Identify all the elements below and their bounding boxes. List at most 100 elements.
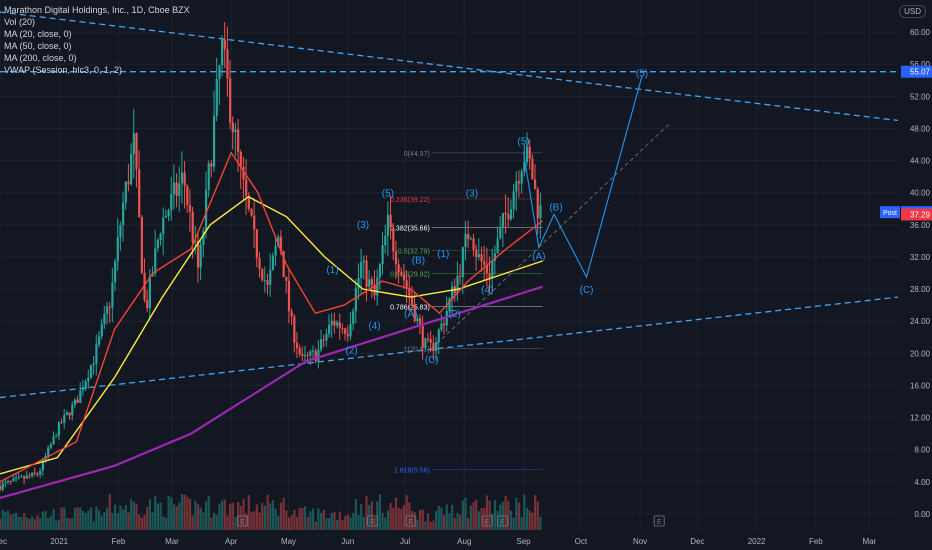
y-tick-label: 60.00 bbox=[910, 28, 931, 37]
volume-bar bbox=[242, 498, 245, 530]
volume-bar bbox=[472, 502, 475, 530]
candle bbox=[536, 188, 539, 219]
candle bbox=[445, 311, 448, 326]
volume-bar bbox=[523, 494, 526, 530]
y-tick-label: 16.00 bbox=[910, 381, 931, 390]
candle bbox=[469, 238, 472, 240]
candle bbox=[440, 323, 443, 330]
candle bbox=[263, 280, 267, 282]
volume-bar bbox=[426, 513, 430, 530]
candle bbox=[65, 412, 69, 416]
wave-label: (A) bbox=[532, 251, 545, 262]
candle bbox=[389, 214, 392, 228]
candle bbox=[499, 227, 502, 239]
time-axis[interactable]: Dec 2021 Feb Mar Apr May Jun Jul Aug Sep Oct Nov Dec… bbox=[0, 537, 877, 546]
indicator-ma200[interactable]: MA (200, close, 0) bbox=[4, 53, 77, 63]
currency-badge[interactable]: USD bbox=[899, 5, 926, 18]
trend-line bbox=[0, 296, 899, 399]
volume-bar bbox=[311, 508, 315, 530]
indicator-ma20[interactable]: MA (20, close, 0) bbox=[4, 29, 72, 39]
volume-bar bbox=[314, 521, 317, 530]
candle bbox=[17, 476, 20, 478]
candle bbox=[376, 277, 379, 296]
candle bbox=[258, 258, 261, 269]
wave-label: (C) bbox=[425, 355, 439, 366]
wave-label: (1) bbox=[326, 265, 338, 276]
candle bbox=[528, 146, 531, 159]
volume-bar bbox=[231, 502, 234, 530]
candle bbox=[151, 273, 154, 276]
volume-bar bbox=[507, 501, 510, 530]
candle bbox=[365, 260, 368, 287]
x-tick-label: Mar bbox=[165, 537, 179, 546]
candle bbox=[127, 181, 130, 185]
candle bbox=[429, 339, 432, 343]
volume-bar bbox=[9, 514, 12, 530]
fib-label: 0(44.97) bbox=[404, 151, 430, 158]
volume-bar bbox=[25, 517, 28, 530]
volume-bar bbox=[384, 517, 387, 530]
volume-bar bbox=[116, 513, 119, 530]
x-tick-label: Jun bbox=[341, 537, 354, 546]
wave-label: (5) bbox=[636, 68, 648, 79]
volume-bar bbox=[354, 499, 357, 530]
candle bbox=[314, 350, 317, 362]
indicator-ma50[interactable]: MA (50, close, 0) bbox=[4, 41, 72, 51]
volume-bar bbox=[341, 519, 344, 530]
y-tick-label: 36.00 bbox=[910, 221, 931, 230]
fib-label: 0.5(32.79) bbox=[398, 249, 430, 256]
price-axis[interactable]: 0.00 4.00 8.00 12.00 16.00 20.00 24.00 28.00 32.… bbox=[880, 28, 932, 519]
x-tick-label: May bbox=[281, 537, 296, 546]
volume-bar bbox=[274, 508, 277, 530]
volume-bar bbox=[258, 512, 261, 530]
candle bbox=[55, 435, 58, 437]
volume-bar bbox=[287, 517, 291, 530]
volume-bar bbox=[279, 502, 283, 530]
candle bbox=[344, 328, 347, 335]
volume-bar bbox=[81, 511, 85, 530]
earnings-marker bbox=[481, 515, 493, 527]
candle bbox=[378, 263, 382, 278]
x-tick-label: Apr bbox=[225, 537, 238, 546]
volume-bar bbox=[143, 514, 146, 530]
candle bbox=[119, 224, 122, 238]
candle bbox=[71, 404, 74, 416]
candle bbox=[437, 329, 440, 343]
volume-bar bbox=[365, 496, 368, 530]
volume-bar bbox=[194, 500, 197, 530]
candle bbox=[108, 306, 111, 308]
indicator-volume[interactable]: Vol (20) bbox=[4, 17, 36, 27]
candle bbox=[242, 166, 245, 180]
volume-bar bbox=[84, 512, 87, 530]
candle bbox=[237, 129, 240, 153]
x-tick-label: Jul bbox=[400, 537, 410, 546]
candle bbox=[0, 485, 2, 490]
candle bbox=[167, 210, 170, 217]
volume-bar bbox=[105, 507, 109, 530]
candle bbox=[330, 320, 333, 325]
candle bbox=[346, 334, 349, 337]
candle bbox=[402, 274, 406, 281]
candle bbox=[287, 280, 291, 312]
candle bbox=[33, 472, 36, 474]
volume-bar bbox=[156, 503, 160, 530]
volume-bar bbox=[488, 500, 491, 530]
volume-bar bbox=[483, 508, 486, 530]
candle bbox=[76, 399, 79, 403]
candle bbox=[180, 172, 184, 184]
volume-bar bbox=[373, 517, 376, 530]
candle bbox=[485, 264, 489, 274]
candle bbox=[507, 214, 510, 220]
earnings-marker bbox=[405, 515, 417, 527]
candle bbox=[97, 336, 101, 345]
indicator-vwap[interactable]: VWAP (Session, hlc3, 0, 1, 2) bbox=[4, 65, 123, 75]
candle bbox=[266, 280, 269, 285]
candle bbox=[20, 476, 23, 478]
candle bbox=[4, 482, 7, 484]
price-label-prefix: Post bbox=[883, 210, 897, 217]
volume-bar bbox=[303, 506, 307, 530]
symbol-title[interactable]: Marathon Digital Holdings, Inc., 1D, Cbo… bbox=[4, 5, 190, 15]
